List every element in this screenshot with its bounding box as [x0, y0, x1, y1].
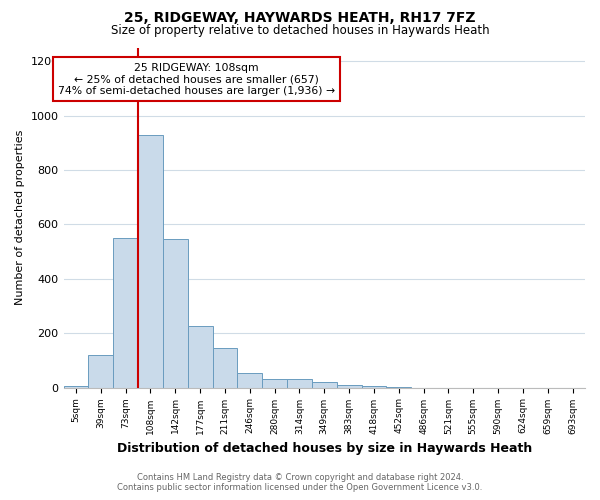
Bar	[188, 326, 212, 388]
Bar	[386, 387, 411, 388]
Text: Size of property relative to detached houses in Haywards Heath: Size of property relative to detached ho…	[110, 24, 490, 37]
Bar	[262, 380, 287, 388]
Bar	[362, 386, 386, 388]
Bar	[337, 386, 362, 388]
Text: 25 RIDGEWAY: 108sqm
← 25% of detached houses are smaller (657)
74% of semi-detac: 25 RIDGEWAY: 108sqm ← 25% of detached ho…	[58, 63, 335, 96]
Bar	[238, 372, 262, 388]
Y-axis label: Number of detached properties: Number of detached properties	[15, 130, 25, 305]
Bar	[312, 382, 337, 388]
X-axis label: Distribution of detached houses by size in Haywards Heath: Distribution of detached houses by size …	[116, 442, 532, 455]
Bar	[88, 355, 113, 388]
Bar	[163, 240, 188, 388]
Text: Contains HM Land Registry data © Crown copyright and database right 2024.
Contai: Contains HM Land Registry data © Crown c…	[118, 473, 482, 492]
Bar	[113, 238, 138, 388]
Bar	[287, 380, 312, 388]
Bar	[138, 134, 163, 388]
Bar	[64, 386, 88, 388]
Text: 25, RIDGEWAY, HAYWARDS HEATH, RH17 7FZ: 25, RIDGEWAY, HAYWARDS HEATH, RH17 7FZ	[124, 11, 476, 25]
Bar	[212, 348, 238, 388]
